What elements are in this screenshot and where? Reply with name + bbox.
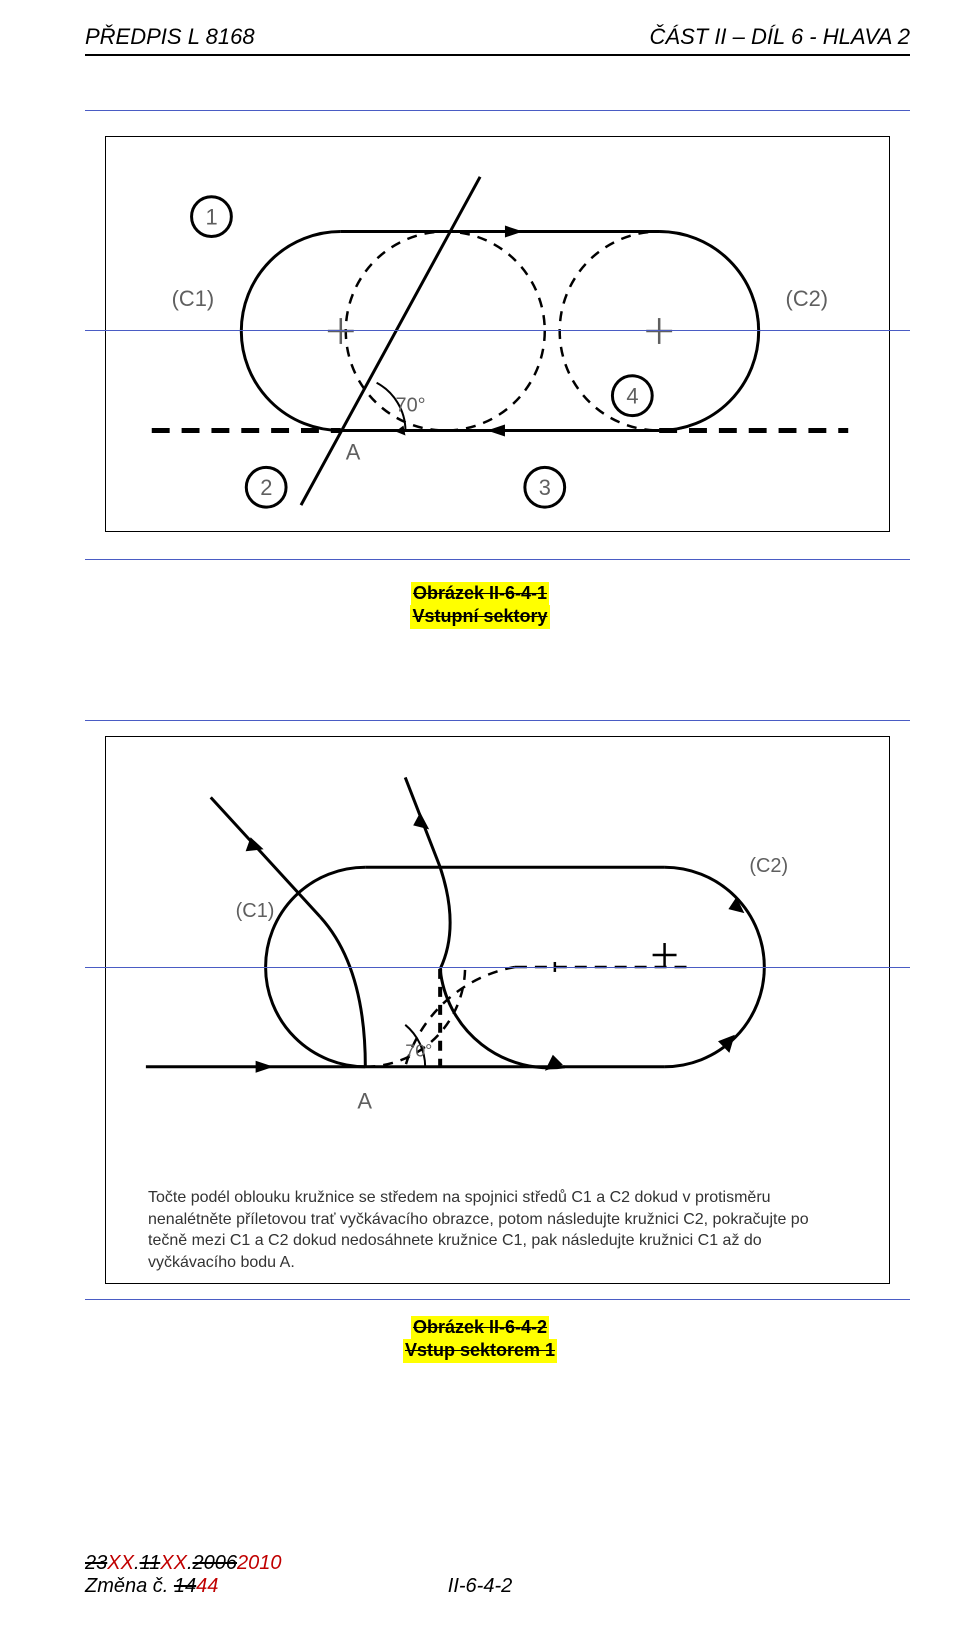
angle-label-2: 70° — [405, 1041, 432, 1061]
figure1-border: 70° (C1) (C2) A 1 2 3 4 — [105, 136, 890, 532]
header-right: ČÁST II – DÍL 6 - HLAVA 2 — [650, 24, 910, 50]
figure2-caption-l1: Obrázek II-6-4-2 — [411, 1316, 549, 1339]
arrow-outbound — [505, 226, 523, 238]
header-rule — [85, 54, 910, 56]
label2-c2: (C2) — [749, 855, 788, 877]
figure2-caption: Obrázek II-6-4-2 Vstup sektorem 1 — [0, 1316, 960, 1363]
figure2-border: 70° (C1) (C2) A Točte podél oblouku kruž… — [105, 736, 890, 1284]
figure1-caption-l2: Vstupní sektory — [410, 605, 549, 628]
figure1-caption: Obrázek II-6-4-1 Vstupní sektory — [0, 582, 960, 629]
label-c1: (C1) — [172, 286, 215, 311]
figure2-bottom-rule — [85, 1299, 910, 1300]
label-2: 2 — [260, 475, 272, 500]
figure2-caption-l2: Vstup sektorem 1 — [403, 1339, 557, 1362]
label-c2: (C2) — [786, 286, 829, 311]
figure1-caption-l1: Obrázek II-6-4-1 — [411, 582, 549, 605]
label2-c1: (C1) — [236, 900, 275, 922]
figure2-note: Točte podél oblouku kružnice se středem … — [148, 1187, 847, 1273]
figure-2: 70° (C1) (C2) A Točte podél oblouku kruž… — [85, 720, 910, 1300]
figure1-mid-rule — [85, 330, 910, 331]
label-1: 1 — [205, 205, 217, 230]
label-3: 3 — [539, 475, 551, 500]
label-4: 4 — [626, 384, 638, 409]
figure1-bottom-rule — [85, 559, 910, 560]
figure1-top-rule — [85, 110, 910, 111]
figure2-top-rule — [85, 720, 910, 721]
arrow-inbound — [487, 425, 505, 437]
figure-1: 70° (C1) (C2) A 1 2 3 4 — [85, 110, 910, 560]
figure2-mid-rule — [85, 967, 910, 968]
figure2-svg: 70° (C1) (C2) A — [106, 737, 889, 1167]
angle-label-1: 70° — [396, 395, 426, 417]
label2-A: A — [357, 1089, 372, 1114]
header-left: PŘEDPIS L 8168 — [85, 24, 255, 50]
footer-date: 23XX.11XX.20062010 — [85, 1552, 910, 1575]
figure1-svg: 70° (C1) (C2) A 1 2 3 4 — [106, 137, 889, 531]
label-A: A — [346, 439, 361, 464]
page-number: II-6-4-2 — [0, 1575, 960, 1598]
